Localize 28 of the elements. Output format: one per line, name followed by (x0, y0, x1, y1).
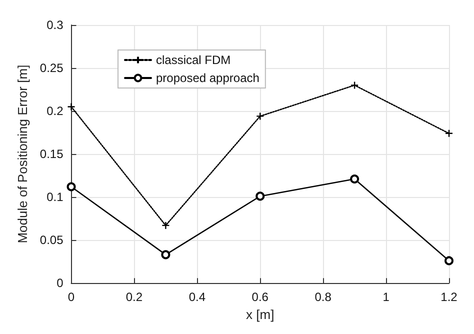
point (161, 250, 170, 260)
y-axis-title: Module of Positioning Error [m] (15, 64, 30, 244)
point (256, 112, 264, 120)
y-tick-label: 0.3 (46, 18, 64, 32)
x-tick-label: 0.4 (188, 290, 206, 304)
point (350, 81, 359, 90)
x-tick-label: 0.8 (314, 290, 332, 304)
x-axis-title: x [m] (246, 307, 274, 322)
legend-label: classical FDM (156, 53, 231, 67)
legend-label: proposed approach (156, 71, 260, 85)
x-tick-label: 0 (68, 290, 75, 304)
y-tick-label: 0 (56, 276, 64, 290)
point (444, 256, 454, 266)
y-tick-label: 0.05 (40, 233, 64, 248)
x-tick-label: 1 (382, 290, 390, 304)
point (162, 221, 170, 230)
y-tick-label: 0.25 (40, 61, 64, 76)
point (67, 102, 76, 111)
point (256, 192, 265, 201)
x-tick-label: 1.2 (440, 290, 458, 304)
x-tick-label: 0.2 (126, 290, 143, 304)
x-tick-label: 0.6 (252, 290, 269, 304)
y-tick-label: 0.1 (46, 190, 64, 204)
point (66, 182, 76, 192)
y-tick-label: 0.2 (46, 104, 64, 118)
y-tick-label: 0.15 (40, 147, 64, 162)
point (350, 174, 360, 184)
point (444, 129, 454, 138)
